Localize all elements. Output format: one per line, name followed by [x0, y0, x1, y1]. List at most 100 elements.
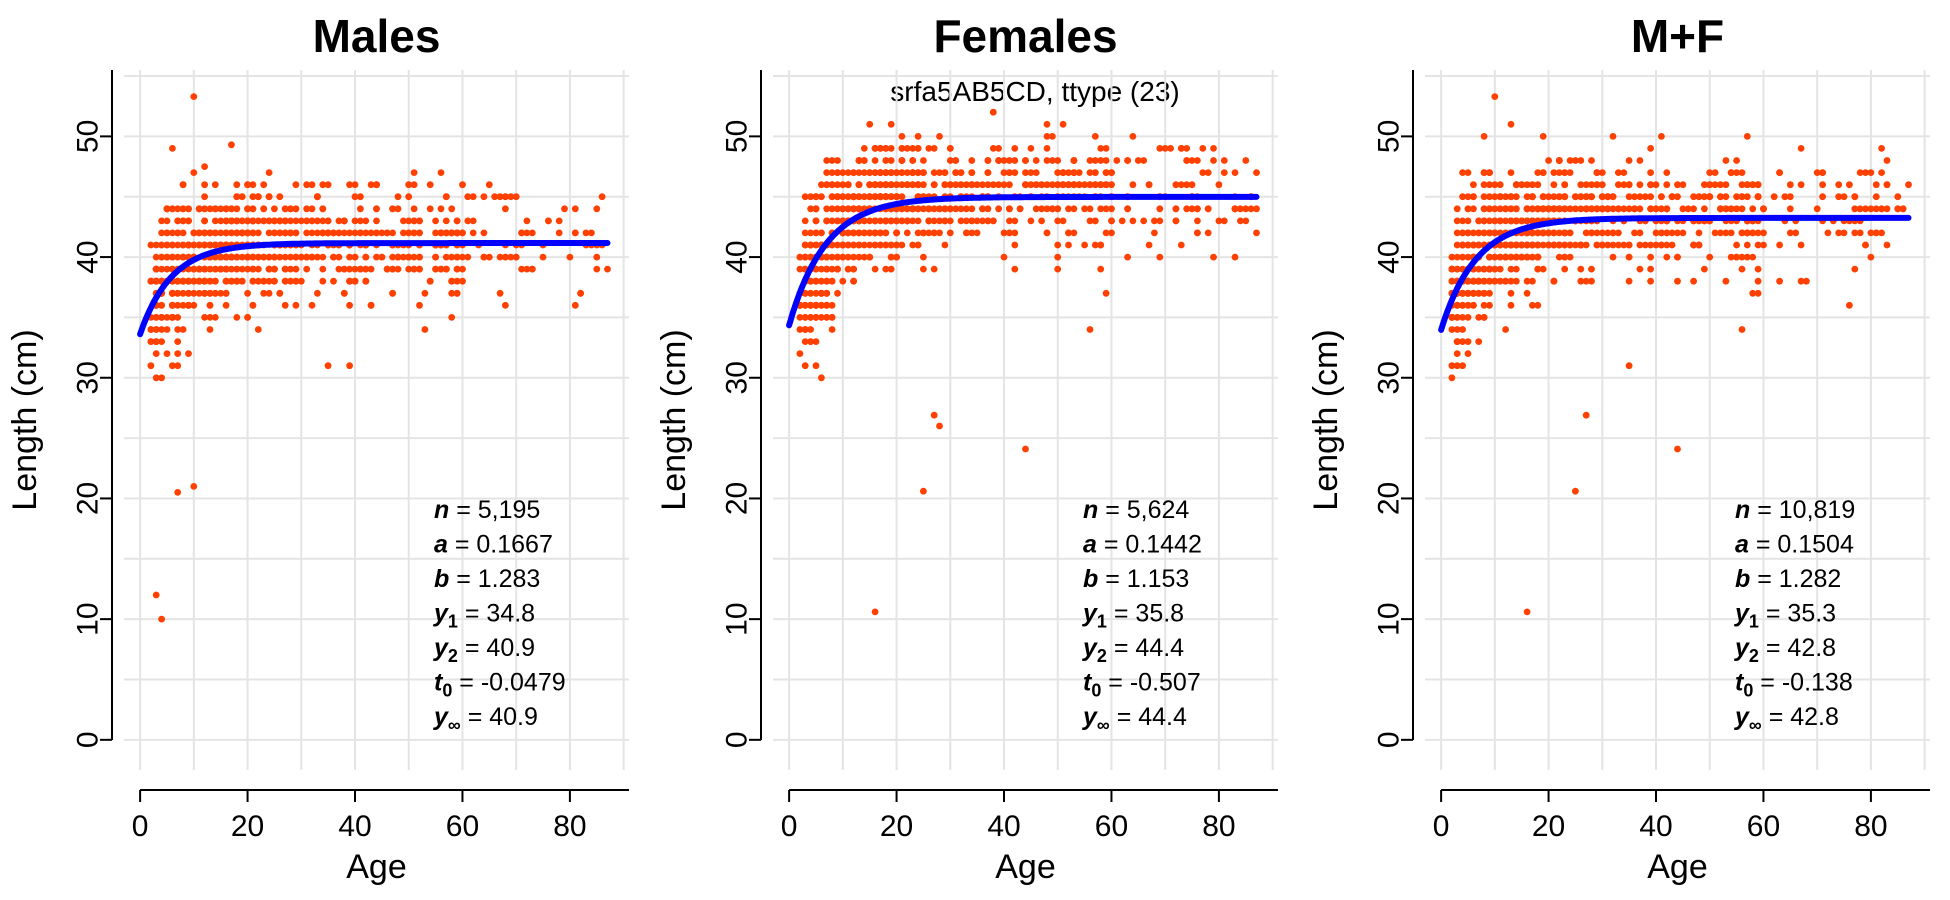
data-point — [914, 229, 922, 237]
data-point — [271, 229, 278, 237]
data-point — [1851, 193, 1859, 201]
data-point — [405, 217, 413, 225]
data-point — [1786, 193, 1794, 201]
data-point — [249, 265, 257, 273]
data-point — [877, 145, 884, 152]
data-point — [1561, 193, 1569, 201]
y-axis-title: Length (cm) — [6, 329, 44, 510]
data-point — [828, 301, 836, 309]
data-point — [1070, 181, 1078, 189]
data-point — [442, 217, 450, 225]
data-point — [812, 193, 820, 201]
data-point — [287, 229, 294, 237]
data-point — [206, 277, 214, 285]
data-point — [1491, 205, 1499, 213]
data-point — [1647, 145, 1654, 152]
data-point — [523, 229, 531, 237]
data-point — [211, 314, 219, 321]
data-point — [1086, 205, 1094, 213]
fit-parameter-b: b = 1.282 — [1735, 565, 1841, 593]
data-point — [1183, 205, 1191, 213]
data-point — [989, 145, 997, 152]
data-point — [1453, 338, 1461, 345]
data-point — [254, 277, 262, 285]
data-point — [1102, 181, 1110, 189]
data-point — [410, 217, 418, 225]
data-point — [903, 169, 911, 177]
data-point — [222, 253, 230, 261]
data-point — [190, 229, 198, 237]
data-point — [898, 157, 906, 164]
data-point — [1022, 445, 1029, 453]
data-point — [1577, 277, 1585, 285]
data-point — [1032, 205, 1040, 213]
data-point — [818, 265, 825, 273]
data-point — [340, 217, 348, 225]
data-point — [1242, 157, 1250, 164]
data-point — [1215, 181, 1223, 189]
data-point — [823, 277, 831, 285]
data-point — [292, 229, 300, 237]
data-point — [1609, 253, 1617, 261]
fitted-curve — [1438, 214, 1912, 333]
data-point — [292, 205, 300, 213]
data-point — [1615, 205, 1622, 213]
data-point — [1523, 277, 1531, 285]
data-point — [1604, 205, 1612, 213]
data-point — [801, 301, 809, 309]
data-point — [453, 289, 461, 297]
data-point — [850, 277, 857, 285]
data-point — [1819, 193, 1826, 201]
data-point — [238, 253, 246, 261]
panels: Males 0 20 40 60 80 0 10 20 30 40 50 Age Length (cm) n… — [6, 10, 1930, 886]
data-point — [346, 253, 353, 261]
data-point — [1204, 169, 1212, 177]
data-point — [801, 229, 809, 237]
data-point — [828, 277, 836, 285]
data-point — [1824, 229, 1832, 237]
data-point — [340, 289, 348, 297]
fit-parameter-n: n = 10,819 — [1735, 496, 1855, 524]
data-point — [882, 157, 890, 164]
x-tick-label: 80 — [553, 810, 586, 843]
data-point — [147, 277, 155, 285]
data-point — [206, 289, 214, 297]
data-point — [887, 145, 895, 152]
data-point — [1491, 181, 1499, 189]
data-point — [1738, 169, 1746, 177]
data-point — [507, 193, 515, 201]
data-point — [432, 253, 439, 261]
data-point — [1840, 229, 1848, 237]
data-point — [1011, 169, 1019, 177]
data-point — [1086, 157, 1094, 164]
data-point — [190, 483, 198, 490]
data-point — [287, 277, 294, 285]
data-point — [1727, 205, 1735, 213]
data-point — [195, 205, 203, 213]
data-point — [1059, 120, 1067, 128]
data-point — [1453, 229, 1461, 237]
data-point — [1625, 193, 1633, 201]
y-tick-label: 40 — [721, 240, 754, 273]
data-point — [276, 217, 284, 225]
data-point — [1539, 241, 1547, 249]
data-point — [319, 205, 327, 213]
data-point — [1486, 289, 1493, 297]
data-point — [1188, 157, 1196, 164]
data-point — [887, 157, 895, 164]
panel-title: Females — [933, 10, 1117, 62]
data-point — [1097, 265, 1105, 273]
data-point — [1480, 217, 1488, 225]
data-point — [1711, 181, 1719, 189]
data-point — [1054, 169, 1062, 177]
data-point — [410, 181, 418, 189]
data-point — [1743, 253, 1751, 261]
data-point — [281, 217, 289, 225]
data-point — [818, 289, 825, 297]
data-point — [1027, 181, 1035, 189]
data-point — [1749, 289, 1757, 297]
data-point — [1577, 241, 1585, 249]
data-point — [1523, 181, 1531, 189]
data-point — [1878, 145, 1885, 152]
data-point — [1566, 229, 1574, 237]
